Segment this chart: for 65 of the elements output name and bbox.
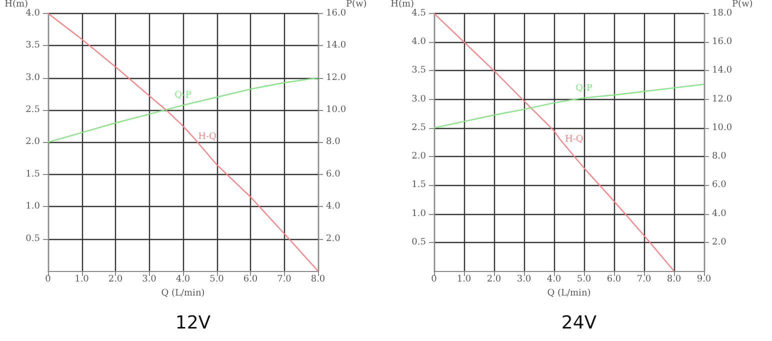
x-tick-label: 5.0 — [210, 274, 224, 284]
x-tick-label: 6.0 — [606, 274, 622, 284]
x-tick-label: 8.0 — [310, 274, 326, 284]
series-label: H-Q — [198, 132, 216, 142]
line-series — [433, 84, 705, 128]
x-tick-label: 2.0 — [486, 274, 502, 284]
x-tick-label: 1.0 — [74, 274, 90, 284]
x-tick-label: 2.0 — [108, 274, 123, 284]
y2-tick-label: 16.0 — [712, 37, 732, 48]
y-tick-label: 1.0 — [26, 202, 40, 212]
text: 24V — [561, 312, 598, 334]
y2-tick-label: 10.0 — [326, 105, 346, 115]
y-tick-label: 3.5 — [412, 66, 426, 76]
y2-tick-label: 14.0 — [326, 40, 346, 51]
x-tick-label: 4.0 — [176, 274, 190, 284]
x-tick-label: 1.0 — [456, 274, 472, 284]
x-axis-title: Q (L/min) — [547, 288, 591, 298]
x-tick-label: 9.0 — [696, 274, 712, 284]
y-axis-title: H(m) — [4, 0, 28, 10]
y-tick-label: 2.5 — [26, 105, 40, 115]
y-tick-label: 3.0 — [412, 94, 426, 104]
x-tick-label: 3.0 — [142, 274, 157, 284]
x-tick-label: 0 — [431, 274, 438, 284]
y2-tick-label: 14.0 — [712, 66, 732, 76]
y2-axis-title: P(w) — [732, 0, 753, 10]
y2-tick-label: 12.0 — [712, 94, 732, 104]
x-tick-label: 0 — [45, 274, 52, 284]
y-tick-label: 3.0 — [26, 72, 40, 83]
y-tick-label: 0.5 — [26, 234, 40, 244]
y2-tick-label: 2.0 — [326, 234, 341, 244]
x-tick-label: 3.0 — [516, 274, 532, 284]
y2-tick-label: 4.0 — [712, 208, 727, 219]
x-tick-label: 8.0 — [666, 274, 682, 284]
y-tick-label: 1.5 — [412, 180, 426, 190]
y-tick-label: 1.0 — [412, 208, 426, 219]
line-series — [47, 77, 319, 143]
y-tick-label: 2.0 — [26, 137, 40, 148]
text: 12V — [175, 312, 212, 334]
x-tick-label: 6.0 — [243, 274, 258, 284]
y-axis-title: H(m) — [390, 0, 414, 10]
x-tick-label: 7.0 — [636, 274, 652, 284]
y-tick-label: 4.5 — [412, 8, 426, 18]
y2-tick-label: 6.0 — [712, 180, 727, 190]
y2-tick-label: 10.0 — [712, 122, 732, 133]
y-tick-label: 0.5 — [412, 237, 426, 248]
y2-tick-label: 6.0 — [326, 169, 341, 180]
y2-tick-label: 2.0 — [712, 237, 727, 248]
series-label: H-Q — [565, 134, 584, 144]
y2-tick-label: 8.0 — [326, 137, 341, 148]
y-tick-label: 2.0 — [412, 152, 426, 162]
y-tick-label: 1.5 — [26, 169, 40, 180]
y-tick-label: 3.5 — [26, 40, 40, 51]
x-tick-label: 7.0 — [277, 274, 292, 284]
x-axis-title: Q (L/min) — [161, 288, 205, 298]
y2-axis-title: P(w) — [346, 0, 367, 10]
y2-tick-label: 12.0 — [326, 72, 346, 83]
y2-tick-label: 16.0 — [326, 8, 346, 18]
x-tick-label: 4.0 — [546, 274, 562, 284]
y-tick-label: 2.5 — [412, 122, 426, 133]
y-tick-label: 4.0 — [412, 37, 426, 48]
y-tick-label: 4.0 — [26, 8, 40, 18]
y2-tick-label: 18.0 — [712, 8, 732, 18]
x-tick-label: 5.0 — [576, 274, 592, 284]
y2-tick-label: 4.0 — [326, 202, 341, 212]
y2-tick-label: 8.0 — [712, 152, 727, 162]
